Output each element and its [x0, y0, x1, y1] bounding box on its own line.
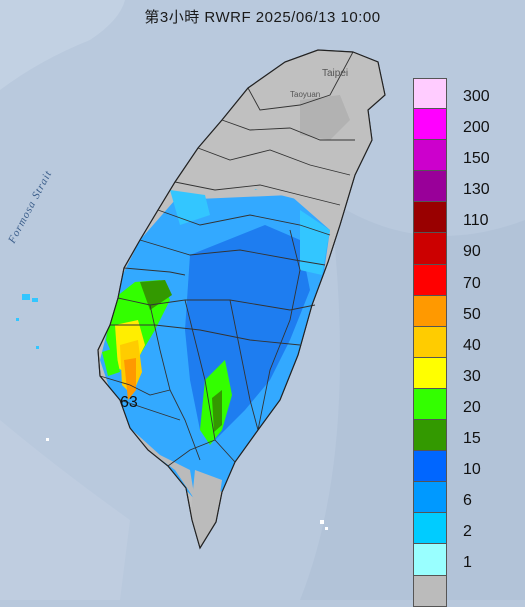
legend-label: 110 [463, 212, 489, 230]
legend-swatch [413, 544, 447, 576]
legend-label: 15 [463, 430, 481, 448]
legend-row: 200 [413, 109, 523, 141]
legend-swatch [413, 233, 447, 265]
legend-swatch [413, 420, 447, 452]
legend-label: 130 [463, 181, 490, 199]
legend-row [413, 575, 523, 607]
legend-label: 150 [463, 150, 490, 168]
legend-label: 20 [463, 398, 481, 416]
legend-label: 90 [463, 243, 481, 261]
legend-swatch [413, 202, 447, 234]
legend-swatch [413, 575, 447, 607]
legend-swatch [413, 357, 447, 389]
legend-label: 30 [463, 367, 481, 385]
legend-label: 40 [463, 336, 481, 354]
county-boundaries [99, 51, 355, 467]
legend-label: 70 [463, 274, 481, 292]
legend-row: 90 [413, 233, 523, 265]
legend-swatch [413, 451, 447, 483]
legend-row: 6 [413, 482, 523, 514]
legend-swatch [413, 78, 447, 110]
coastline [97, 49, 386, 550]
legend-label: 200 [463, 119, 490, 137]
legend: 300 200 150 130 110 90 70 50 40 30 20 15 10 6 2 1 [413, 78, 523, 607]
legend-row: 20 [413, 388, 523, 421]
legend-row: 40 [413, 326, 523, 358]
legend-label: 10 [463, 461, 481, 479]
legend-label: 50 [463, 305, 481, 323]
legend-row: 30 [413, 357, 523, 389]
legend-label: 1 [463, 554, 472, 572]
legend-row: 70 [413, 264, 523, 296]
legend-row: 2 [413, 513, 523, 545]
legend-swatch [413, 295, 447, 327]
legend-swatch [413, 482, 447, 514]
offshore-islands [16, 294, 328, 530]
legend-row: 1 [413, 544, 523, 576]
legend-swatch [413, 264, 447, 296]
city-label-taoyuan: Taoyuan [290, 90, 320, 99]
legend-row: 10 [413, 451, 523, 483]
legend-label: 2 [463, 523, 472, 541]
max-value-label: 63 [120, 394, 138, 411]
legend-row: 50 [413, 295, 523, 327]
legend-swatch [413, 140, 447, 172]
legend-row: 130 [413, 171, 523, 203]
legend-row: 300 [413, 78, 523, 110]
legend-row: 110 [413, 202, 523, 234]
map-title: 第3小時 RWRF 2025/06/13 10:00 [144, 9, 381, 26]
legend-swatch [413, 171, 447, 203]
legend-swatch [413, 388, 447, 421]
legend-row: 150 [413, 140, 523, 172]
legend-row: 15 [413, 420, 523, 452]
legend-swatch [413, 109, 447, 141]
legend-swatch [413, 513, 447, 545]
legend-swatch [413, 326, 447, 358]
city-label-taipei: Taipei [322, 68, 348, 79]
legend-label: 6 [463, 492, 472, 510]
legend-label: 300 [463, 88, 490, 105]
